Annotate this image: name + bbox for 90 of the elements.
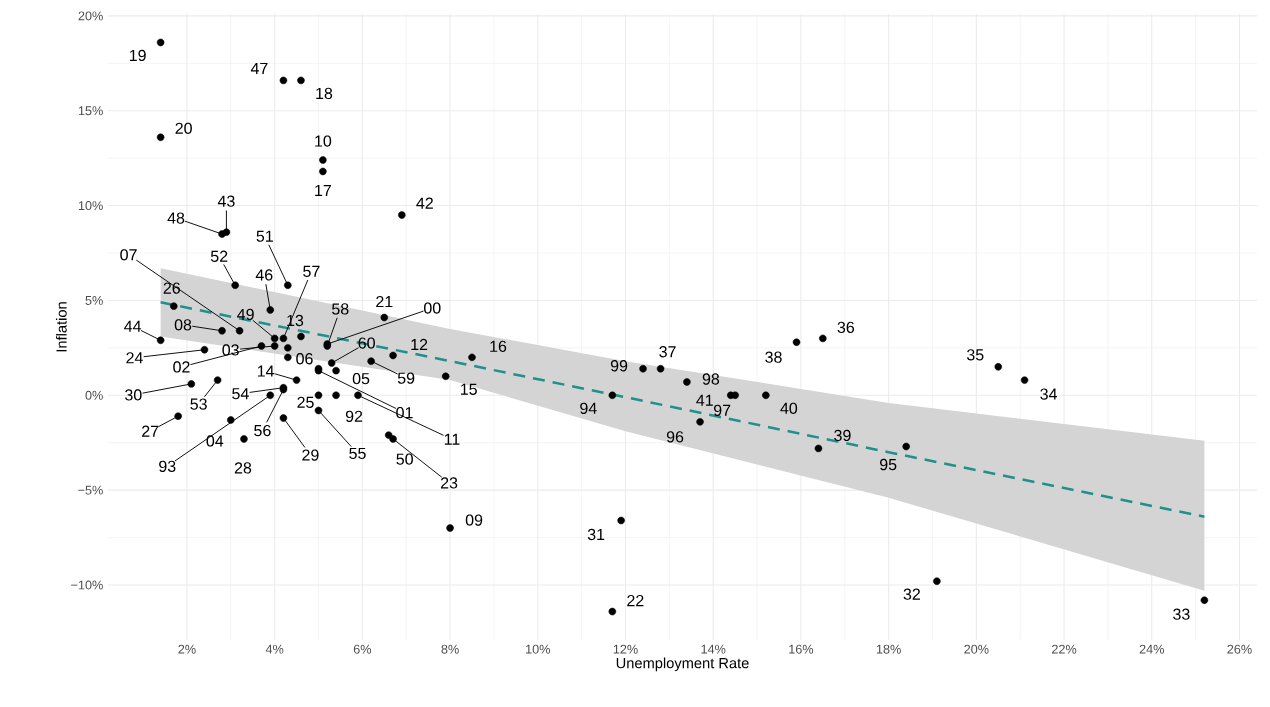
y-tick-label: 5% bbox=[85, 295, 103, 305]
annotation: 16 bbox=[490, 340, 507, 352]
annotation: 18 bbox=[316, 87, 333, 100]
annotation: 08 bbox=[174, 319, 192, 331]
annotation: 96 bbox=[666, 431, 684, 443]
annotation: 13 bbox=[287, 314, 304, 327]
annotation: 32 bbox=[903, 588, 920, 600]
annotation: 36 bbox=[837, 321, 855, 334]
annotation: 93 bbox=[159, 460, 176, 472]
annotation: 21 bbox=[376, 295, 393, 308]
y-axis-title: Inflation bbox=[55, 302, 67, 352]
x-tick-label: 2% bbox=[178, 644, 196, 654]
annotation: 03 bbox=[222, 344, 239, 356]
annotation: 52 bbox=[210, 250, 228, 262]
annotation: 92 bbox=[345, 410, 363, 422]
annotation: 11 bbox=[444, 433, 460, 445]
x-tick-label: 24% bbox=[1139, 644, 1164, 654]
annotation: 28 bbox=[234, 462, 252, 474]
annotation: 12 bbox=[411, 338, 428, 351]
x-axis-title: Unemployment Rate bbox=[616, 657, 749, 672]
annotation: 09 bbox=[465, 514, 483, 526]
annotation: 22 bbox=[627, 594, 644, 607]
annotation: 59 bbox=[397, 372, 415, 384]
annotation: 46 bbox=[255, 269, 273, 281]
annotation: 29 bbox=[302, 449, 319, 461]
annotation: 00 bbox=[424, 302, 441, 314]
annotation: 30 bbox=[125, 389, 142, 401]
annotation: 55 bbox=[349, 447, 366, 460]
annotation: 34 bbox=[1040, 388, 1058, 400]
annotation: 14 bbox=[257, 365, 274, 377]
y-tick-label: −5% bbox=[78, 485, 103, 495]
annotation: 54 bbox=[232, 388, 249, 400]
annotation: 31 bbox=[587, 528, 605, 541]
annotation: 20 bbox=[175, 122, 192, 134]
annotation: 19 bbox=[129, 49, 146, 62]
annotation: 51 bbox=[256, 230, 273, 242]
x-tick-label: 10% bbox=[526, 644, 550, 654]
annotation: 01 bbox=[396, 406, 413, 419]
annotation: 10 bbox=[315, 135, 332, 147]
annotation: 58 bbox=[332, 303, 349, 315]
annotation: 94 bbox=[580, 402, 597, 414]
annotation: 43 bbox=[217, 195, 235, 207]
x-tick-label: 12% bbox=[613, 644, 638, 654]
annotation: 05 bbox=[352, 372, 370, 385]
annotation: 49 bbox=[237, 308, 254, 321]
annotation: 99 bbox=[610, 360, 628, 372]
x-tick-label: 14% bbox=[701, 644, 726, 654]
annotation: 37 bbox=[659, 346, 676, 358]
x-tick-label: 16% bbox=[789, 644, 814, 654]
annotation: 24 bbox=[126, 352, 143, 364]
annotation: 38 bbox=[765, 351, 782, 363]
annotation: 39 bbox=[834, 429, 851, 442]
annotation: 44 bbox=[124, 320, 142, 332]
annotation: 35 bbox=[966, 349, 984, 361]
annotation: 23 bbox=[440, 477, 458, 489]
y-tick-label: 10% bbox=[78, 201, 103, 211]
x-tick-label: 4% bbox=[265, 644, 284, 654]
annotation: 95 bbox=[880, 458, 897, 471]
annotation: 15 bbox=[461, 383, 477, 395]
annotation: 07 bbox=[120, 249, 137, 261]
annotation: 60 bbox=[358, 337, 375, 349]
x-tick-label: 22% bbox=[1052, 644, 1077, 654]
annotation: 41 bbox=[696, 394, 713, 406]
annotation: 25 bbox=[297, 396, 314, 408]
y-tick-label: −10% bbox=[71, 580, 103, 590]
annotation: 26 bbox=[163, 282, 180, 294]
x-tick-label: 26% bbox=[1227, 644, 1252, 654]
annotation: 98 bbox=[702, 373, 720, 385]
annotation: 17 bbox=[315, 184, 331, 196]
x-tick-label: 20% bbox=[964, 644, 989, 654]
annotation: 06 bbox=[296, 353, 313, 365]
annotation: 33 bbox=[1173, 608, 1190, 620]
annotation: 02 bbox=[173, 361, 190, 373]
x-tick-label: 18% bbox=[876, 644, 901, 654]
y-tick-label: 15% bbox=[78, 106, 103, 116]
y-tick-label: 0% bbox=[85, 390, 103, 400]
annotation: 56 bbox=[254, 424, 271, 437]
x-tick-label: 6% bbox=[353, 644, 372, 654]
annotation: 27 bbox=[142, 425, 159, 437]
annotation: 04 bbox=[206, 435, 224, 447]
x-tick-label: 8% bbox=[441, 644, 459, 654]
annotation: 53 bbox=[190, 398, 207, 410]
annotation: 50 bbox=[396, 453, 413, 465]
annotation: 48 bbox=[167, 212, 185, 224]
annotation: 42 bbox=[416, 197, 433, 209]
annotation: 40 bbox=[780, 402, 798, 414]
annotation: 97 bbox=[713, 404, 731, 416]
y-tick-label: 20% bbox=[78, 11, 103, 21]
annotation: 57 bbox=[303, 265, 320, 277]
annotation: 47 bbox=[250, 62, 268, 74]
